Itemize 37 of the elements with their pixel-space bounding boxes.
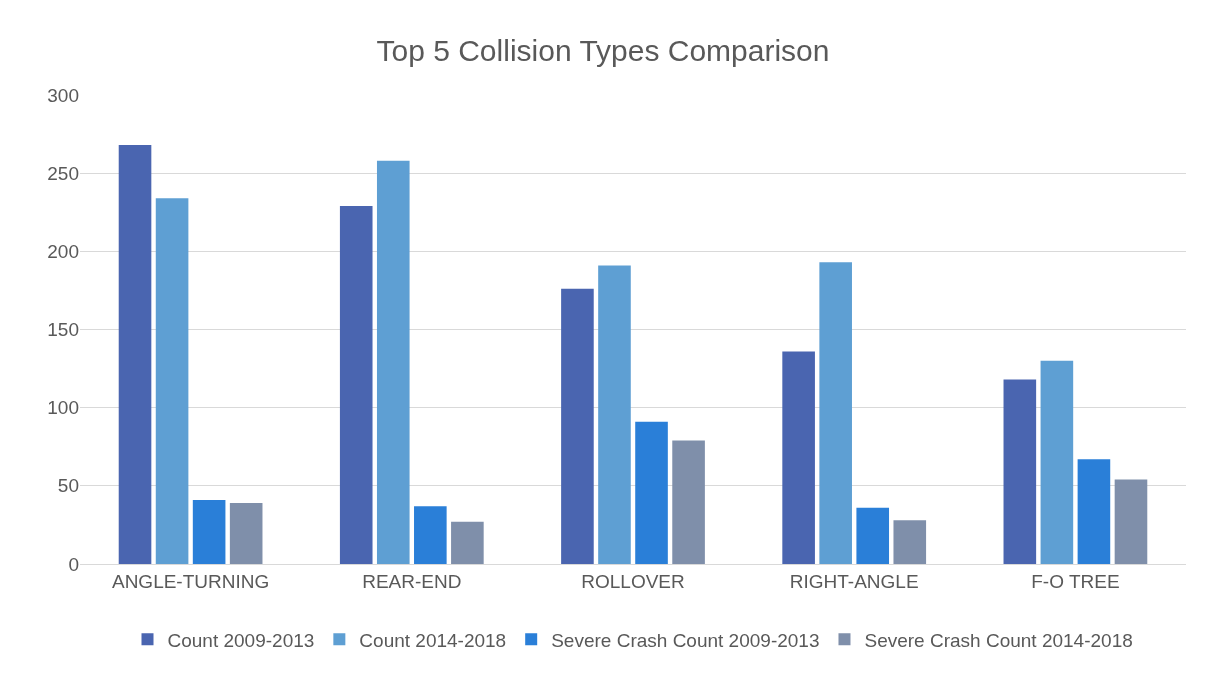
bar xyxy=(414,506,447,564)
bar xyxy=(635,421,668,564)
legend-label: Severe Crash Count 2009-2013 xyxy=(551,629,820,651)
y-tick-label: 0 xyxy=(68,553,79,575)
bar xyxy=(1040,360,1074,564)
bar xyxy=(192,499,226,564)
y-tick-label: 250 xyxy=(47,162,79,184)
y-tick-label: 200 xyxy=(47,240,79,262)
bar xyxy=(782,351,815,564)
y-tick-label: 150 xyxy=(47,319,79,341)
legend-label: Severe Crash Count 2014-2018 xyxy=(864,629,1133,651)
y-tick-label: 50 xyxy=(57,475,79,497)
bar xyxy=(1077,459,1111,564)
bar xyxy=(1114,479,1148,564)
bar xyxy=(339,206,373,564)
bar xyxy=(561,288,594,564)
bar xyxy=(229,503,263,564)
bar xyxy=(1003,379,1037,564)
bar xyxy=(672,440,705,564)
y-tick-label: 100 xyxy=(47,397,79,419)
bar xyxy=(118,145,152,564)
bar xyxy=(893,520,927,564)
chart-title: Top 5 Collision Types Comparison xyxy=(376,34,830,68)
bar xyxy=(376,160,410,564)
y-tick-label: 300 xyxy=(47,84,79,106)
legend-label: Count 2009-2013 xyxy=(167,629,315,651)
x-tick-label: ROLLOVER xyxy=(581,570,685,592)
x-tick-label: F-O TREE xyxy=(1031,570,1120,592)
bar xyxy=(819,262,852,564)
legend-label: Count 2014-2018 xyxy=(359,629,507,651)
bar xyxy=(155,198,189,564)
x-tick-label: RIGHT-ANGLE xyxy=(789,570,919,592)
bar xyxy=(598,265,631,564)
x-tick-label: ANGLE-TURNING xyxy=(111,570,270,592)
bar xyxy=(451,521,484,564)
x-tick-label: REAR-END xyxy=(362,570,462,592)
bar xyxy=(856,507,890,564)
